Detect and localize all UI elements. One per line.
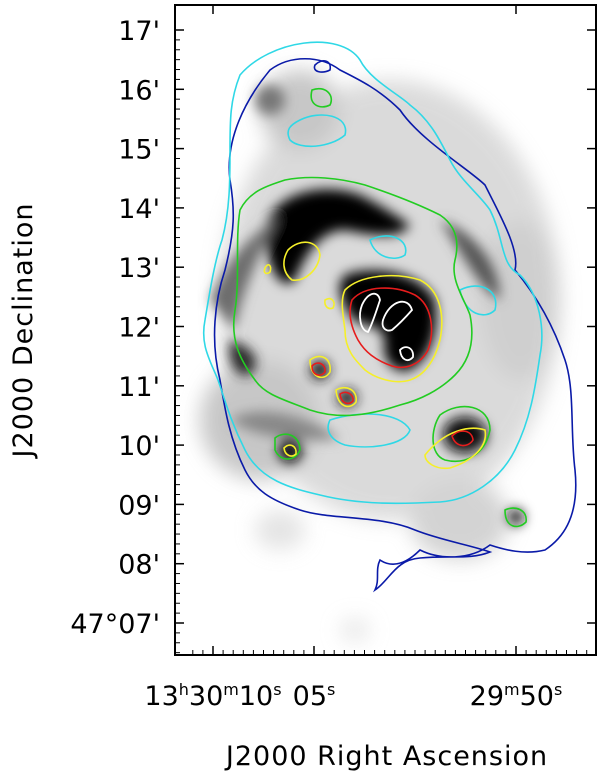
x-axis-ticks (192, 5, 588, 655)
contour-level4-loop5 (424, 427, 487, 470)
y-tick-label: 14' (118, 194, 160, 225)
contour-level2-inner3 (459, 285, 497, 316)
contour-level1-loop (313, 60, 332, 73)
y-tick-label: 17' (118, 16, 160, 47)
contour-level4-loop4 (335, 386, 357, 408)
x-tick-label: 05s (293, 680, 336, 712)
y-tick-label: 11' (118, 372, 160, 403)
y-axis-title: J2000 Declination (8, 203, 39, 460)
y-tick-label: 10' (118, 431, 160, 462)
contour-level5-loop3 (451, 430, 474, 447)
x-axis-title: J2000 Right Ascension (224, 741, 548, 772)
contour-level5-loop2 (339, 391, 354, 405)
contour-level2 (202, 41, 543, 505)
contour-level6-loop1 (381, 300, 414, 332)
y-tick-label: 15' (118, 135, 160, 166)
y-tick-label: 16' (118, 75, 160, 106)
contour-level4-loop7 (324, 297, 335, 310)
contour-level2-inner4 (369, 235, 407, 259)
contour-level1 (213, 58, 577, 593)
contours (202, 41, 577, 593)
contour-level6-loop2 (399, 346, 414, 361)
x-tick-label: 29m50s (470, 680, 563, 712)
contour-level2-inner1 (287, 114, 347, 148)
contour-level6 (359, 292, 381, 334)
contour-level5-loop1 (311, 362, 326, 376)
contour-level3-loop2 (274, 433, 301, 460)
contour-level4-loop1 (283, 241, 321, 281)
contour-level4-loop2 (263, 264, 272, 275)
y-tick-label: 12' (118, 313, 160, 344)
contour-level3-loop3 (504, 507, 527, 528)
contour-level4-loop6 (283, 444, 297, 457)
y-tick-label: 09' (118, 490, 160, 521)
y-tick-label: 13' (118, 253, 160, 284)
contour-level3-loop1 (310, 87, 332, 108)
y-tick-label: 47°07' (70, 609, 160, 640)
y-axis-tick-labels: 17' 16' 15' 14' 13' 12' 11' 10' 09' 08' 47°07' (70, 16, 160, 640)
contour-level2-inner2 (327, 413, 411, 448)
x-tick-label: 13h30m10s (144, 680, 281, 712)
contour-level4 (341, 274, 443, 383)
y-tick-label: 08' (118, 550, 160, 581)
x-axis-tick-labels: 13h30m10s05s29m50s35s (144, 680, 563, 712)
contour-level5 (349, 287, 433, 369)
contour-level3 (232, 176, 473, 417)
y-axis-ticks (175, 29, 596, 654)
